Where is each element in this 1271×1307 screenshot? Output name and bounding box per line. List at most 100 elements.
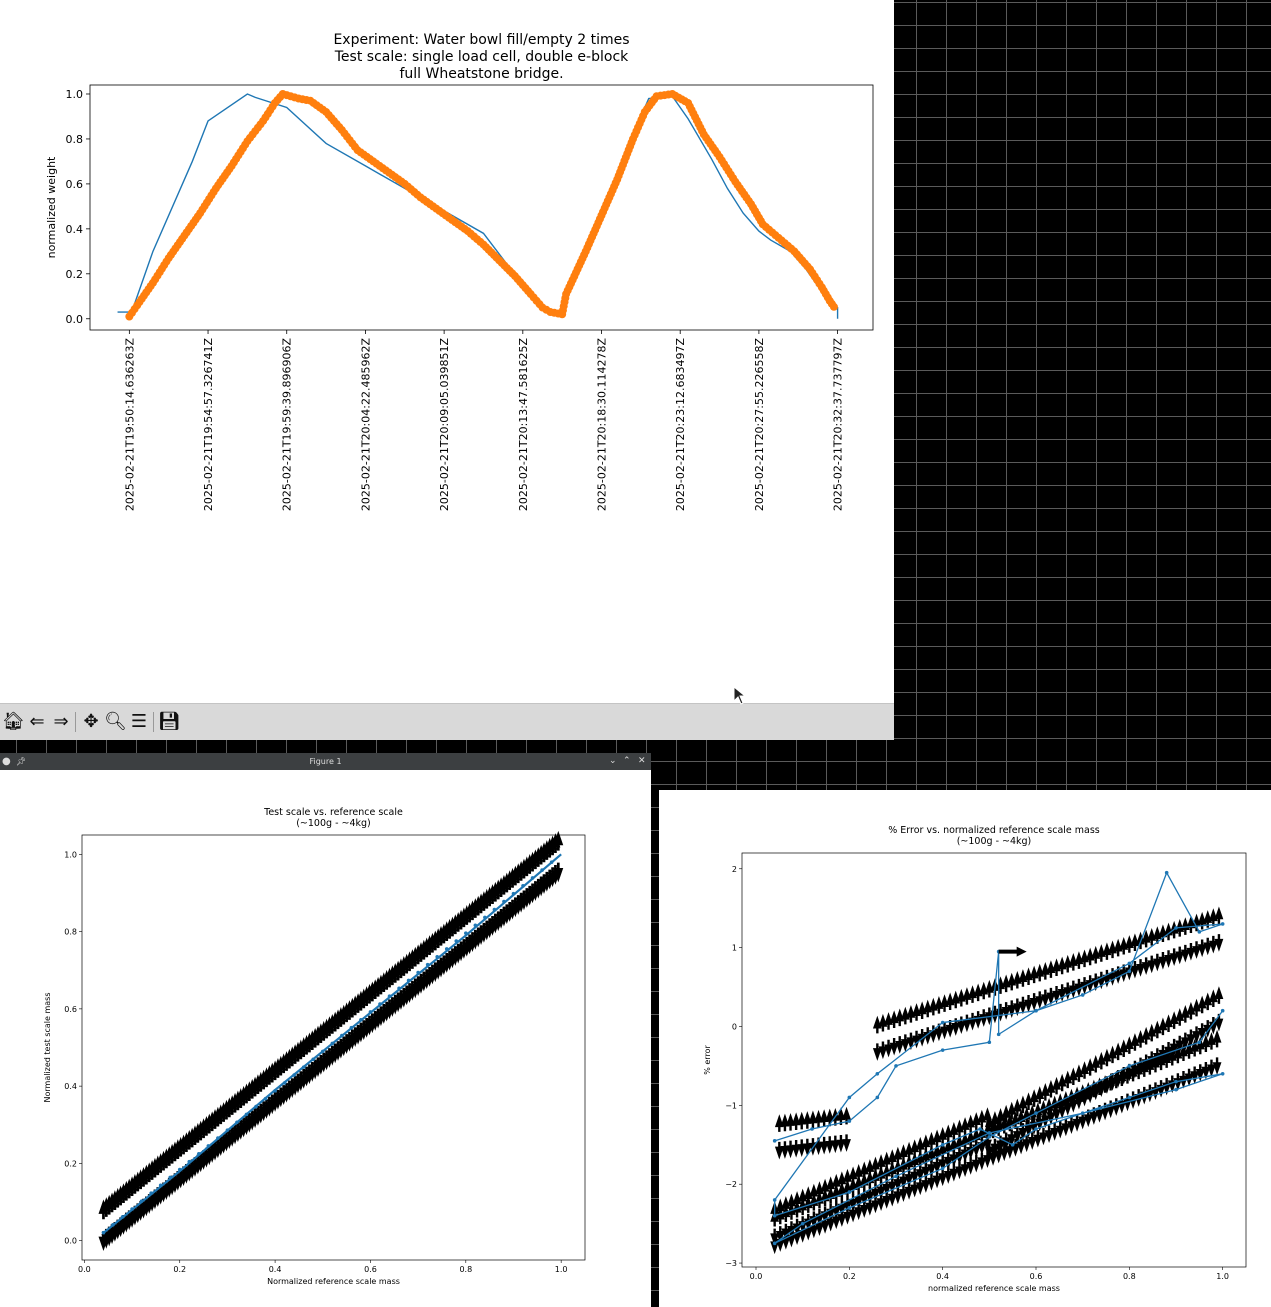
test-vs-reference-chart: Test scale vs. reference scale(~100g - ~…	[43, 807, 586, 1286]
error-arrow	[1040, 989, 1050, 1008]
data-marker	[130, 1207, 134, 1211]
error-arrow	[1016, 1136, 1026, 1155]
error-arrow	[1040, 962, 1050, 980]
error-arrow	[1072, 1114, 1082, 1132]
error-arrow	[1164, 1041, 1173, 1060]
error-arrow	[1083, 1109, 1093, 1128]
error-arrow	[882, 1179, 892, 1197]
zoom-icon[interactable]: 🔍︎	[104, 711, 127, 732]
error-arrow	[781, 1204, 791, 1222]
x-tick-label: 1.0	[1216, 1272, 1229, 1281]
error-arrow	[235, 1119, 246, 1140]
error-arrow	[921, 1134, 931, 1152]
error-arrow	[887, 1176, 897, 1195]
error-arrow	[1063, 1098, 1073, 1116]
error-arrow	[808, 1110, 818, 1129]
error-arrow	[815, 1181, 824, 1199]
error-arrow	[490, 913, 501, 934]
error-arrow	[983, 1150, 992, 1168]
data-marker	[996, 1032, 1001, 1037]
error-arrow	[1145, 1084, 1155, 1103]
pan-icon[interactable]: ✥	[83, 711, 99, 732]
forward-arrow-icon[interactable]: ⇒	[53, 711, 69, 732]
error-arrow	[330, 1043, 341, 1064]
error-arrow	[928, 1025, 938, 1044]
x-tick-label: 2025-02-21T20:13:47.581625Z	[517, 338, 530, 512]
error-arrow	[1214, 986, 1224, 1004]
error-arrow	[1106, 1072, 1116, 1091]
error-arrow	[1102, 942, 1112, 960]
error-arrow	[1035, 1086, 1045, 1104]
data-marker	[1080, 1111, 1085, 1116]
error-arrow	[921, 1161, 931, 1180]
maximize-button[interactable]: ⌃	[623, 756, 631, 766]
home-icon[interactable]: 🏠︎	[2, 711, 25, 732]
error-arrow	[207, 1143, 218, 1163]
data-marker	[1220, 922, 1225, 926]
chart-title-line: Test scale: single load cell, double e-b…	[334, 49, 629, 65]
close-button[interactable]: ✕	[638, 756, 646, 766]
error-arrow	[1067, 1088, 1076, 1107]
error-arrow	[149, 1189, 160, 1210]
x-tick-label: 2025-02-21T20:23:12.683497Z	[674, 338, 687, 512]
back-arrow-icon[interactable]: ⇐	[29, 711, 45, 732]
configure-subplots-icon[interactable]: ☰	[130, 711, 148, 732]
data-marker	[940, 1142, 945, 1147]
error-arrow	[1024, 967, 1033, 985]
error-arrow	[467, 932, 478, 952]
error-arrow	[977, 1109, 987, 1128]
error-arrow	[956, 988, 966, 1007]
error-arrow	[487, 915, 498, 936]
error-arrow	[971, 1127, 981, 1145]
error-arrow	[1001, 974, 1011, 993]
error-arrow	[107, 1224, 117, 1245]
error-arrow	[996, 1135, 1005, 1154]
error-arrow	[501, 904, 512, 925]
error-arrow	[893, 1174, 903, 1192]
pin-icon[interactable]: 📌︎	[16, 757, 27, 766]
error-arrow	[973, 983, 983, 1002]
error-arrow	[493, 911, 504, 932]
minimize-button[interactable]: ⌄	[609, 756, 617, 766]
x-tick-label: 0.6	[364, 1265, 377, 1274]
error-arrow	[1046, 1079, 1056, 1098]
error-arrow	[906, 1032, 916, 1051]
error-arrow	[1022, 1106, 1032, 1125]
data-marker	[1127, 961, 1132, 966]
error-arrow	[104, 1226, 115, 1247]
error-arrow	[424, 966, 435, 987]
error-arrow	[848, 1194, 858, 1212]
error-arrow	[212, 1138, 223, 1159]
error-arrow	[1050, 1123, 1060, 1141]
series-line	[117, 93, 839, 319]
error-arrow	[498, 906, 509, 927]
y-tick-label: 0.6	[66, 178, 84, 191]
error-arrow	[1190, 1066, 1200, 1085]
error-arrow	[1111, 1070, 1121, 1089]
error-arrow	[473, 927, 484, 948]
error-arrow	[1130, 1033, 1140, 1051]
error-arrow	[921, 1175, 931, 1193]
error-arrow	[530, 881, 541, 901]
error-arrow	[1130, 960, 1140, 979]
error-arrow	[1061, 1091, 1071, 1109]
error-arrow	[1083, 1081, 1093, 1100]
error-arrow	[809, 1220, 819, 1239]
error-arrow	[1192, 1026, 1201, 1044]
error-arrow	[820, 1206, 830, 1225]
error-arrow	[837, 1199, 847, 1217]
save-icon[interactable]: 💾︎	[158, 711, 181, 732]
error-arrow	[854, 1191, 864, 1210]
error-arrow	[1040, 1110, 1050, 1129]
error-arrow	[1119, 1039, 1129, 1057]
error-arrow	[244, 1113, 255, 1133]
error-arrow	[791, 1112, 801, 1130]
error-arrow	[1012, 998, 1022, 1017]
error-arrow	[1113, 966, 1123, 984]
error-arrow	[1095, 1077, 1104, 1096]
error-arrow	[842, 1134, 851, 1152]
y-tick-label: 0.2	[64, 1159, 77, 1168]
error-arrow	[803, 1222, 813, 1241]
data-marker	[987, 1040, 992, 1045]
error-arrow	[884, 1039, 893, 1058]
